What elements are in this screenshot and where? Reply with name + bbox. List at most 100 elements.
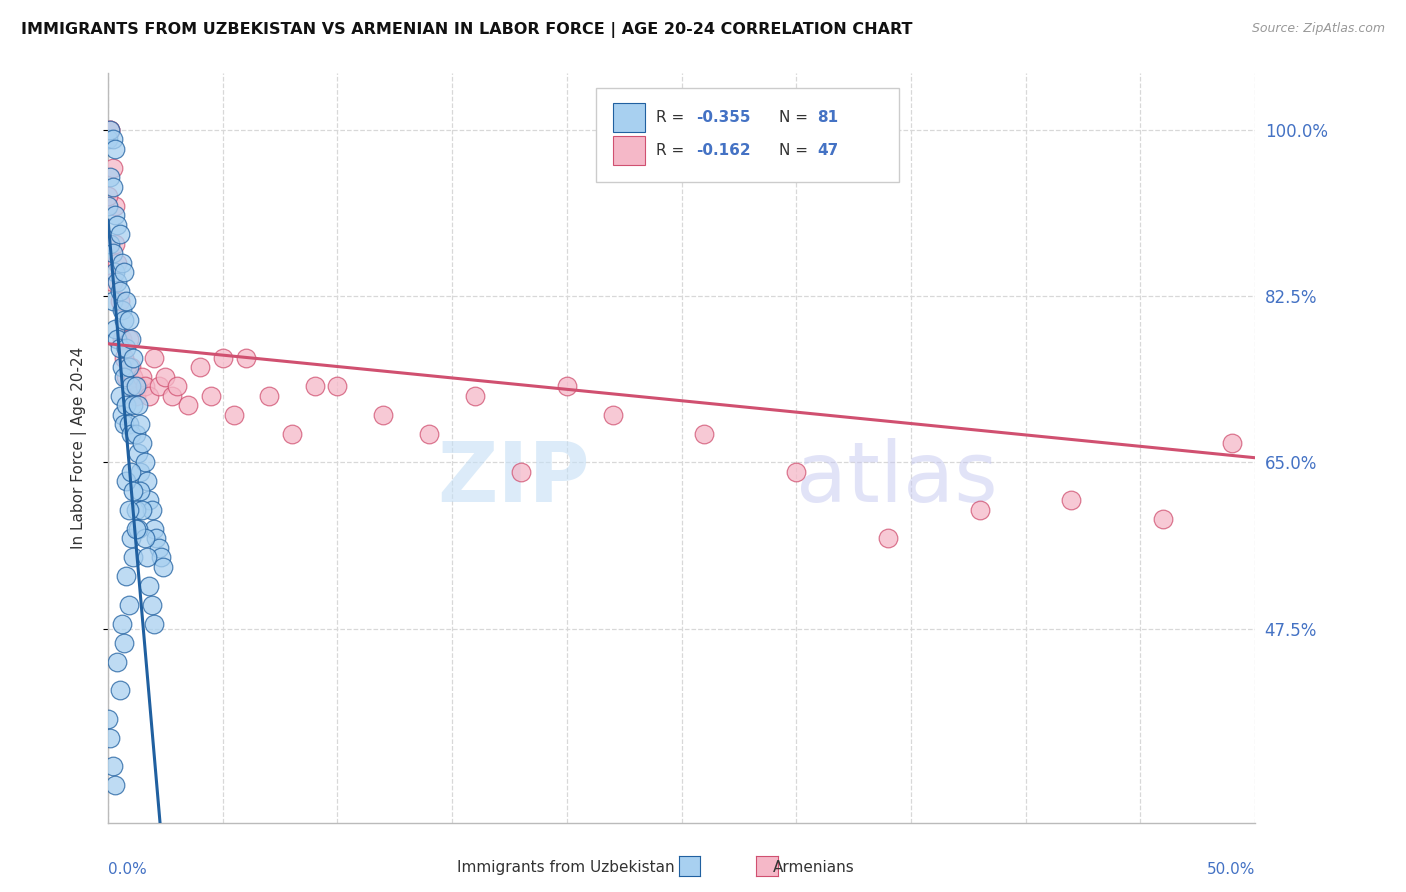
Point: [131, 503, 153, 517]
Text: R =: R =: [657, 143, 689, 158]
Point: [118, 598, 141, 612]
Text: N =: N =: [779, 143, 813, 158]
Point: [104, 237, 127, 252]
Point: [127, 522, 149, 536]
Point: [120, 379, 142, 393]
Point: [280, 427, 302, 442]
Y-axis label: In Labor Force | Age 20-24: In Labor Force | Age 20-24: [72, 347, 87, 549]
Text: atlas: atlas: [796, 438, 998, 519]
Point: [111, 303, 134, 318]
Point: [138, 579, 160, 593]
Point: [131, 436, 153, 450]
Point: [877, 532, 900, 546]
Point: [104, 209, 127, 223]
Point: [510, 465, 533, 479]
Point: [101, 180, 124, 194]
Point: [105, 218, 128, 232]
Point: [127, 379, 149, 393]
Point: [111, 360, 134, 375]
Point: [148, 379, 170, 393]
Point: [115, 342, 138, 356]
Point: [124, 389, 146, 403]
Point: [127, 446, 149, 460]
Point: [122, 483, 145, 498]
Point: [257, 389, 280, 403]
Point: [118, 360, 141, 375]
Point: [162, 389, 184, 403]
Point: [120, 332, 142, 346]
Text: 47: 47: [817, 143, 838, 158]
Point: [118, 417, 141, 432]
Point: [104, 142, 127, 156]
Point: [1220, 436, 1243, 450]
Point: [98, 731, 121, 745]
Point: [142, 522, 165, 536]
Bar: [613, 136, 645, 164]
Point: [111, 617, 134, 632]
Point: [134, 379, 156, 393]
Point: [104, 779, 127, 793]
Text: IMMIGRANTS FROM UZBEKISTAN VS ARMENIAN IN LABOR FORCE | AGE 20-24 CORRELATION CH: IMMIGRANTS FROM UZBEKISTAN VS ARMENIAN I…: [21, 22, 912, 38]
Point: [104, 265, 127, 279]
Point: [105, 655, 128, 669]
Point: [112, 265, 135, 279]
Point: [1152, 512, 1174, 526]
Point: [142, 617, 165, 632]
Point: [122, 351, 145, 365]
Point: [122, 370, 145, 384]
Point: [134, 455, 156, 469]
Point: [111, 332, 134, 346]
Text: N =: N =: [779, 110, 813, 125]
Point: [188, 360, 211, 375]
Point: [141, 598, 163, 612]
Point: [105, 256, 128, 270]
Point: [112, 313, 135, 327]
Point: [120, 465, 142, 479]
Point: [211, 351, 233, 365]
Point: [108, 293, 131, 308]
Point: [148, 541, 170, 555]
Bar: [613, 103, 645, 131]
Point: [101, 293, 124, 308]
Point: [115, 569, 138, 583]
Point: [118, 313, 141, 327]
Point: [304, 379, 326, 393]
Point: [326, 379, 349, 393]
Point: [108, 389, 131, 403]
Point: [118, 332, 141, 346]
Point: [129, 465, 152, 479]
Point: [98, 123, 121, 137]
Text: Immigrants from Uzbekistan: Immigrants from Uzbekistan: [457, 860, 675, 874]
Point: [149, 550, 172, 565]
Point: [112, 351, 135, 365]
Point: [98, 123, 121, 137]
Point: [136, 550, 159, 565]
Point: [105, 332, 128, 346]
Point: [97, 199, 120, 213]
Text: -0.162: -0.162: [696, 143, 751, 158]
Point: [108, 683, 131, 698]
Text: R =: R =: [657, 110, 689, 125]
Point: [115, 399, 138, 413]
Point: [602, 408, 624, 422]
Point: [141, 503, 163, 517]
Point: [138, 493, 160, 508]
Point: [373, 408, 395, 422]
Point: [98, 123, 121, 137]
Point: [122, 550, 145, 565]
Point: [112, 636, 135, 650]
Point: [101, 759, 124, 773]
Text: -0.355: -0.355: [696, 110, 751, 125]
Point: [112, 417, 135, 432]
Point: [124, 427, 146, 442]
Point: [136, 475, 159, 489]
Point: [235, 351, 257, 365]
Point: [115, 475, 138, 489]
Point: [97, 189, 120, 203]
Point: [166, 379, 188, 393]
Point: [969, 503, 991, 517]
Point: [120, 360, 142, 375]
Point: [122, 399, 145, 413]
Point: [97, 712, 120, 726]
Point: [111, 256, 134, 270]
